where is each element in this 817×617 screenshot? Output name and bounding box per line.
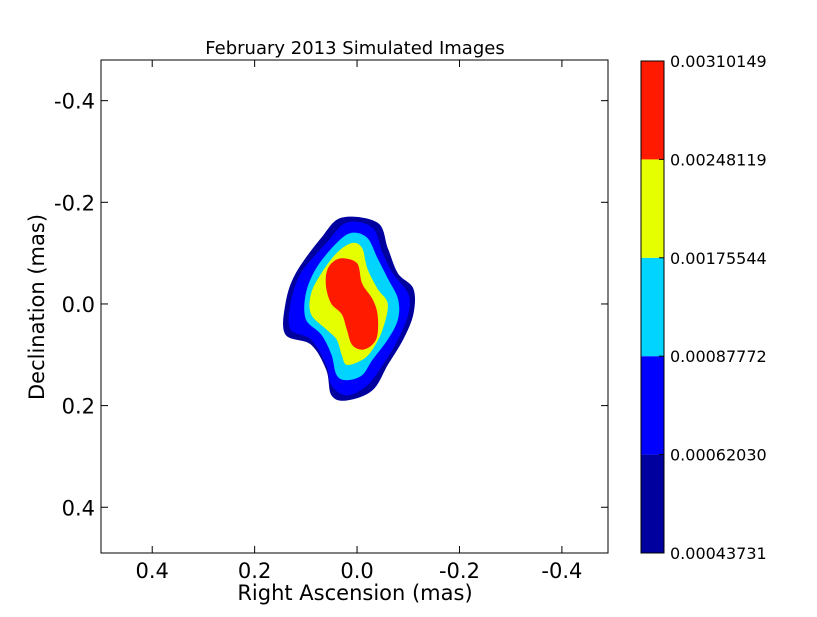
x-tick-label: 0.2	[238, 559, 271, 583]
colorbar-label: 0.00310149	[670, 52, 767, 71]
x-tick-label: 0.0	[340, 559, 373, 583]
y-tick-label: 0.0	[62, 293, 95, 317]
colorbar-band-5	[641, 61, 664, 160]
y-axis-ticks: -0.4 -0.2 0.0 0.2 0.4	[54, 90, 608, 520]
colorbar-band-2	[641, 356, 664, 455]
y-tick-label: -0.2	[54, 191, 95, 215]
y-tick-label: 0.2	[62, 395, 95, 419]
plot-frame	[100, 59, 609, 554]
x-tick-label: -0.4	[541, 559, 582, 583]
x-tick-label: 0.4	[136, 559, 169, 583]
y-tick-label: -0.4	[54, 90, 95, 114]
colorbar-label: 0.00248119	[670, 150, 767, 169]
colorbar: 0.00043731 0.00062030 0.00087772 0.00175544…	[640, 52, 767, 563]
contour-level-5	[325, 258, 379, 350]
contour-layer	[283, 216, 416, 401]
x-axis-ticks: 0.4 0.2 0.0 -0.2 -0.4	[136, 60, 582, 583]
y-axis-label: Declination (mas)	[25, 214, 49, 400]
x-axis-label: Right Ascension (mas)	[237, 581, 472, 605]
chart-title: February 2013 Simulated Images	[205, 38, 504, 59]
y-tick-label: 0.4	[62, 496, 95, 520]
colorbar-band-3	[641, 257, 664, 357]
colorbar-label: 0.00043731	[670, 544, 767, 563]
colorbar-band-4	[641, 159, 664, 258]
colorbar-frame	[640, 60, 665, 554]
x-tick-label: -0.2	[439, 559, 480, 583]
colorbar-band-1	[641, 454, 664, 553]
colorbar-label: 0.00175544	[670, 249, 767, 268]
colorbar-label: 0.00062030	[670, 446, 767, 465]
plot-area: 0.4 0.2 0.0 -0.2 -0.4 -0.4 -0.2 0.0 0.2 0.4	[54, 59, 609, 583]
colorbar-label: 0.00087772	[670, 347, 767, 366]
